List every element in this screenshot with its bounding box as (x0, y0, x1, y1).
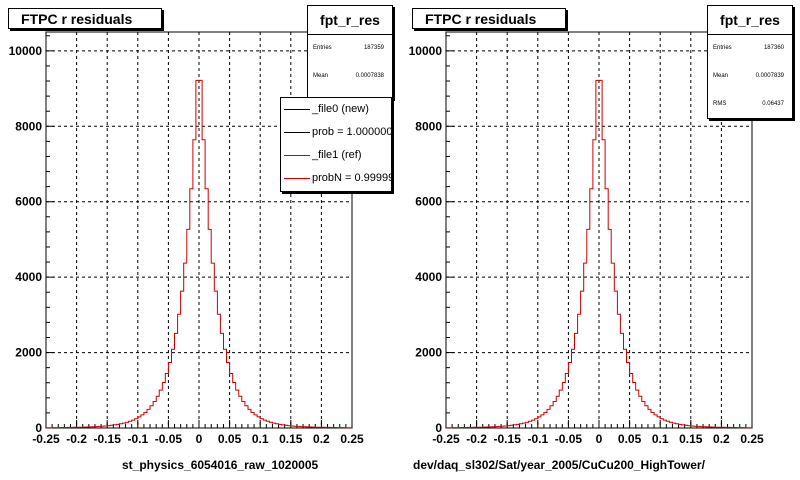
legend-label: _file0 (new) (312, 103, 369, 115)
legend-swatch (284, 178, 310, 179)
x-tick-label: -0.05 (555, 432, 583, 446)
histogram-chart-2: -0.25 -0.2 -0.15 -0.1 -0.05 0 0.05 0.1 0.15 0.2 0.… (409, 31, 764, 446)
panel-2-title: FTPC r residuals (412, 8, 566, 29)
histogram-series-line (46, 79, 352, 429)
histogram-series-line (446, 79, 752, 429)
y-tick-label: 10000 (409, 44, 443, 58)
y-tick-label: 0 (435, 421, 442, 435)
panel-2-stats-row-mean: Mean 0.0007839 (708, 63, 792, 91)
x-tick-label: 0.15 (279, 432, 303, 446)
y-tick-label: 6000 (415, 195, 442, 209)
x-tick-label: -0.1 (127, 432, 148, 446)
y-tick-label: 8000 (415, 119, 442, 133)
legend-swatch (284, 155, 310, 156)
y-tick-label: 4000 (415, 270, 442, 284)
y-tick-label: 8000 (15, 119, 42, 133)
x-tick-label: -0.25 (432, 432, 460, 446)
y-tick-label: 10000 (9, 44, 43, 58)
y-tick-label: 2000 (15, 346, 42, 360)
y-tick-label: 4000 (15, 270, 42, 284)
panel-2-stats-title: fpt_r_res (708, 6, 792, 35)
x-tick-label: -0.25 (32, 432, 60, 446)
stats-key: Entries (313, 45, 332, 51)
x-tick-label: 0 (596, 432, 603, 446)
y-tick-label: 2000 (415, 346, 442, 360)
panel-2-title-text: FTPC r residuals (425, 11, 537, 27)
x-tick-label: -0.2 (466, 432, 487, 446)
stats-value: 187360 (763, 45, 784, 51)
x-tick-label: 0.15 (679, 432, 703, 446)
panel-1-xlabel: st_physics_6054016_raw_1020005 (122, 458, 319, 472)
panel-1-legend: _file0 (new) prob = 1.000000 _file1 (ref… (280, 97, 392, 192)
x-tick-label: -0.15 (94, 432, 122, 446)
y-tick-label: 0 (35, 421, 42, 435)
stats-value: 0.0007839 (755, 73, 784, 79)
panel-2-stats-box: fpt_r_res Entries 187360 Mean 0.0007839 … (707, 5, 793, 119)
legend-swatch (284, 109, 310, 110)
legend-entry-file1: _file1 (ref) (281, 144, 391, 167)
panel-1-stats-row-mean: Mean 0.0007838 (308, 63, 392, 91)
legend-swatch (284, 132, 310, 133)
stats-key: Entries (713, 45, 732, 51)
x-tick-label: 0.2 (313, 432, 330, 446)
panel-2-xlabel: dev/daq_sl302/Sat/year_2005/CuCu200_High… (413, 458, 705, 472)
legend-entry-probn: probN = 0.999999 (281, 167, 391, 190)
x-tick-label: 0.05 (218, 432, 242, 446)
stats-value: 0.06437 (762, 101, 784, 107)
x-tick-label: -0.05 (155, 432, 183, 446)
stats-key: RMS (713, 101, 727, 107)
panel-1-title-text: FTPC r residuals (21, 11, 133, 27)
legend-entry-prob: prob = 1.000000 (281, 121, 391, 144)
x-tick-label: -0.2 (66, 432, 87, 446)
panel-2-stats-row-rms: RMS 0.06437 (708, 91, 792, 119)
panel-1-title: FTPC r residuals (8, 8, 162, 29)
panel-1-stats-title: fpt_r_res (308, 6, 392, 35)
x-tick-label: 0 (196, 432, 203, 446)
legend-entry-file0: _file0 (new) (281, 98, 391, 121)
stats-value: 0.0007838 (355, 73, 384, 79)
panel-2-stats-row-entries: Entries 187360 (708, 35, 792, 63)
panel-1-stats-box: fpt_r_res Entries 187359 Mean 0.0007838 (307, 5, 393, 99)
panel-1-stats-row-entries: Entries 187359 (308, 35, 392, 63)
histogram-chart-1: -0.25 -0.2 -0.15 -0.1 -0.05 0 0.05 0.1 0.15 0.2 0.… (9, 31, 364, 446)
legend-label: prob = 1.000000 (312, 126, 392, 138)
legend-label: probN = 0.999999 (312, 172, 392, 184)
x-tick-label: 0.2 (713, 432, 730, 446)
stats-key: Mean (713, 73, 729, 79)
x-tick-label: -0.15 (494, 432, 522, 446)
legend-label: _file1 (ref) (312, 149, 362, 161)
y-tick-label: 6000 (15, 195, 42, 209)
stats-key: Mean (313, 73, 329, 79)
x-tick-label: 0.1 (252, 432, 269, 446)
x-tick-label: 0.25 (340, 432, 364, 446)
x-tick-label: 0.05 (618, 432, 642, 446)
x-tick-label: 0.25 (740, 432, 764, 446)
x-tick-label: 0.1 (652, 432, 669, 446)
x-tick-label: -0.1 (527, 432, 548, 446)
stats-value: 187359 (363, 45, 384, 51)
